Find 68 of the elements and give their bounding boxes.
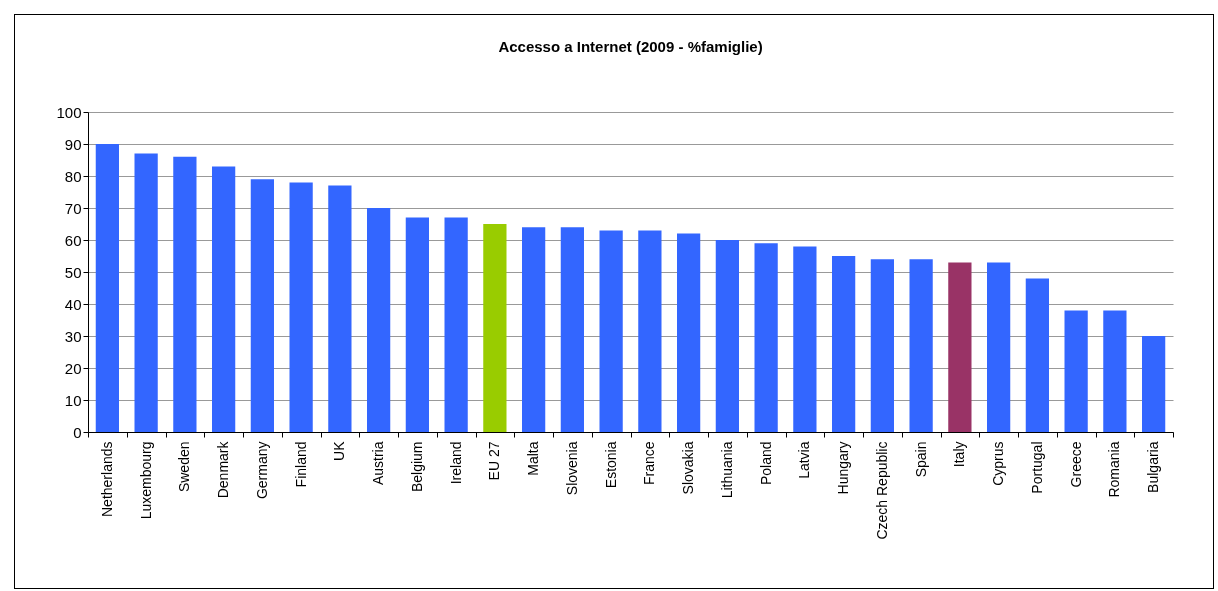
bar [483,224,507,432]
bar [134,153,158,432]
bar [1064,310,1088,432]
y-tick-label: 70 [64,199,82,217]
x-tick-label: Romania [1106,441,1123,498]
bar [677,233,701,432]
bar [328,185,352,432]
x-tick-label: Czech Republic [873,441,890,540]
x-tick-label: Estonia [602,441,619,489]
x-tick-label: Spain [912,441,929,478]
x-tick-label: Ireland [447,441,464,485]
y-tick-label: 80 [64,167,82,185]
x-tick-label: Italy [951,441,968,468]
bar [1142,336,1166,432]
x-tick-label: Latvia [796,441,813,479]
bar [1025,278,1049,432]
x-tick-label: Bulgaria [1145,441,1162,493]
y-tick-label: 100 [56,103,82,121]
x-tick-label: EU 27 [486,441,503,481]
bar [832,256,856,432]
chart-title: Accesso a Internet (2009 - %famiglie) [498,38,763,55]
x-tick-label: Luxembourg [137,441,154,520]
x-tick-label: Belgium [408,441,425,493]
y-tick-label: 50 [64,263,82,281]
x-tick-label: Slovenia [563,441,580,496]
y-tick-label: 40 [64,295,82,313]
bar [522,227,546,432]
x-tick-label: Lithuania [718,441,735,499]
y-tick-label: 60 [64,231,82,249]
x-tick-label: Malta [525,441,542,476]
x-tick-label: Denmark [215,440,232,499]
x-tick-label: Austria [370,441,387,486]
x-tick-label: Sweden [176,441,193,493]
y-tick-label: 30 [64,327,82,345]
x-tick-label: UK [331,440,348,461]
x-tick-label: Poland [757,441,774,486]
bar [367,208,391,432]
y-tick-label: 90 [64,135,82,153]
x-tick-label: France [641,441,658,486]
bar [599,230,623,432]
y-tick-label: 20 [64,359,82,377]
x-tick-label: Cyprus [990,441,1007,486]
x-tick-label: Greece [1067,441,1084,488]
bar [870,259,894,432]
x-tick-label: Finland [292,441,309,488]
bar [909,259,933,432]
bar [289,182,313,432]
bar [212,166,236,432]
bar [793,246,817,432]
bar [560,227,584,432]
bar [250,179,274,432]
bar [1103,310,1127,432]
x-tick-label: Netherlands [98,441,115,517]
bar [173,156,197,432]
x-tick-label: Germany [253,441,270,500]
x-tick-label: Slovakia [680,441,697,495]
bar [948,262,972,432]
y-tick-label: 0 [73,423,82,441]
bar [405,217,429,432]
bar [987,262,1011,432]
bar [715,240,739,432]
x-tick-label: Portugal [1028,441,1045,494]
bar [95,144,119,432]
bar [444,217,468,432]
y-tick-label: 10 [64,391,82,409]
x-tick-label: Hungary [835,441,852,495]
bar [754,243,778,432]
bar [638,230,662,432]
